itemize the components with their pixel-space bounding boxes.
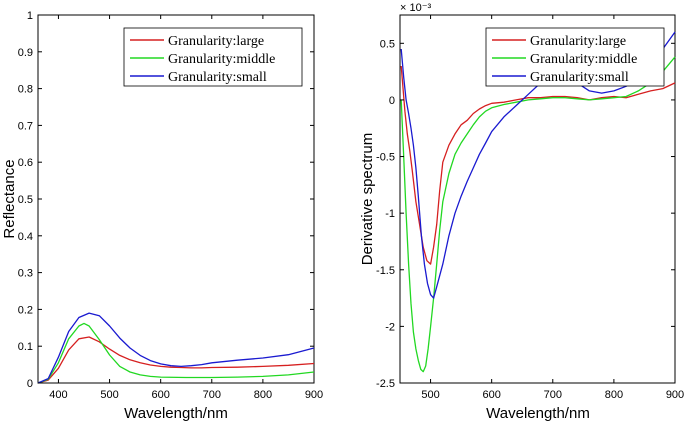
- derivative-series-granularity-middle: [400, 56, 676, 373]
- derivative-x-axis-label: Wavelength/nm: [486, 405, 590, 422]
- derivative-x-tick-label: 600: [482, 389, 500, 401]
- derivative-y-tick-label: -2.5: [376, 378, 395, 390]
- reflectance-y-tick-label: 0.7: [18, 120, 33, 132]
- reflectance-legend-label-small: Granularity:small: [168, 70, 267, 85]
- reflectance-chart: 400 500 600 700 800 900 0 0.1 0.2 0.3 0.4 0.5 0.6 0.7…: [1, 10, 323, 422]
- derivative-legend: Granularity:large Granularity:middle Gra…: [485, 27, 665, 87]
- derivative-y-tick-label: 0.5: [380, 38, 395, 50]
- derivative-ticks-group: 500 600 700 800 900 -2.5 -2 -1.5 -1 -0.5 0 0.5: [376, 15, 684, 401]
- derivative-series-granularity-small: [400, 31, 676, 299]
- reflectance-y-tick-label: 0.3: [18, 268, 33, 280]
- reflectance-x-tick-label: 900: [305, 389, 323, 401]
- reflectance-x-tick-label: 600: [151, 389, 169, 401]
- reflectance-y-tick-label: 0.6: [18, 157, 33, 169]
- derivative-legend-label-large: Granularity:large: [530, 34, 626, 49]
- derivative-x-tick-label: 700: [544, 389, 562, 401]
- reflectance-x-tick-label: 800: [254, 389, 272, 401]
- derivative-y-axis-label: Derivative spectrum: [359, 133, 376, 266]
- derivative-legend-label-small: Granularity:small: [530, 70, 629, 85]
- derivative-x-tick-label: 500: [421, 389, 439, 401]
- derivative-axis-multiplier: × 10⁻³: [400, 2, 432, 14]
- derivative-y-tick-label: -0.5: [376, 152, 395, 164]
- derivative-legend-label-middle: Granularity:middle: [530, 52, 637, 67]
- derivative-x-tick-label: 800: [605, 389, 623, 401]
- reflectance-y-tick-label: 0.8: [18, 84, 33, 96]
- derivative-series-granularity-large: [400, 65, 676, 265]
- reflectance-series-group: [37, 312, 315, 384]
- derivative-y-tick-label: -1.5: [376, 265, 395, 277]
- derivative-chart: 500 600 700 800 900 -2.5 -2 -1.5 -1 -0.5 0 0.5 × 10…: [359, 2, 684, 422]
- reflectance-x-axis-label: Wavelength/nm: [124, 405, 228, 422]
- reflectance-x-tick-label: 700: [203, 389, 221, 401]
- reflectance-y-tick-label: 1: [27, 10, 33, 22]
- reflectance-y-tick-label: 0: [27, 378, 33, 390]
- reflectance-x-tick-label: 500: [100, 389, 118, 401]
- reflectance-x-tick-label: 400: [49, 389, 67, 401]
- reflectance-ticks-group: 400 500 600 700 800 900 0 0.1 0.2 0.3 0.4 0.5 0.6 0.7…: [18, 10, 323, 401]
- derivative-y-tick-label: 0: [389, 95, 395, 107]
- reflectance-legend: Granularity:large Granularity:middle Gra…: [123, 27, 303, 87]
- reflectance-legend-label-large: Granularity:large: [168, 34, 264, 49]
- reflectance-series-granularity-large: [37, 336, 315, 384]
- reflectance-legend-label-middle: Granularity:middle: [168, 52, 275, 67]
- reflectance-y-tick-label: 0.5: [18, 194, 33, 206]
- derivative-y-tick-label: -1: [385, 208, 395, 220]
- reflectance-y-axis-label: Reflectance: [1, 159, 18, 238]
- reflectance-series-granularity-small: [37, 312, 315, 384]
- reflectance-y-tick-label: 0.4: [18, 231, 33, 243]
- derivative-x-tick-label: 900: [666, 389, 684, 401]
- reflectance-y-tick-label: 0.2: [18, 304, 33, 316]
- reflectance-y-tick-label: 0.9: [18, 47, 33, 59]
- reflectance-y-tick-label: 0.1: [18, 341, 33, 353]
- derivative-series-group: [400, 31, 676, 373]
- reflectance-series-granularity-middle: [37, 322, 315, 384]
- derivative-y-tick-label: -2: [385, 321, 395, 333]
